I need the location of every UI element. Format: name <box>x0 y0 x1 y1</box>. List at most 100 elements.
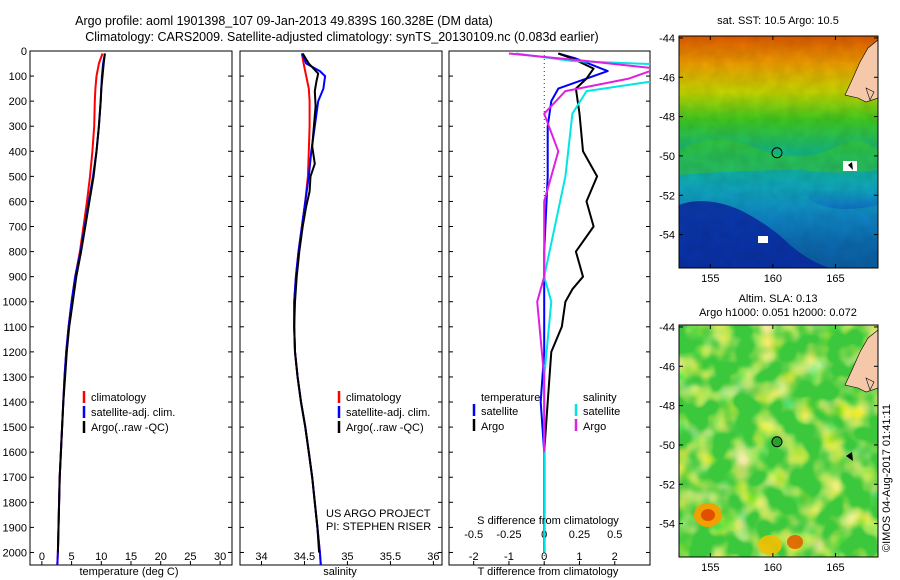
salinity-panel: 34 34.5 35 35.5 36 salinity climatology satel… <box>239 50 443 578</box>
depth-tick-label: 1100 <box>3 322 27 334</box>
x-tick-label: 20 <box>155 551 167 563</box>
x-tick-label: 34.5 <box>294 551 315 563</box>
legend-label: climatology <box>91 392 147 404</box>
s-diff-tick-label: 0.25 <box>569 529 590 541</box>
sst-map-frame <box>678 35 879 269</box>
map-y-tick-label: -48 <box>659 401 675 413</box>
depth-tick-label: 300 <box>9 121 27 133</box>
series-line-climatology <box>293 53 322 565</box>
difference-legend: temperature salinity satellite Argo sate… <box>472 392 620 433</box>
salinity-x-ticks: 34 34.5 35 35.5 36 <box>240 50 442 565</box>
temperature-x-label: temperature (deg C) <box>79 566 178 578</box>
legend-label-s-satellite: satellite <box>583 406 620 418</box>
salinity-plot-frame <box>239 50 443 566</box>
project-annotation: US ARGO PROJECT <box>326 508 431 520</box>
map-x-tick-label: 160 <box>764 273 782 285</box>
legend-label-t-argo: Argo <box>481 421 504 433</box>
sla-map-ticks: 155 160 165 -44 -46 -48 -50 -52 -54 <box>659 322 878 574</box>
sst-heatmap <box>679 36 878 268</box>
map-y-tick-label: -44 <box>659 33 675 45</box>
depth-tick-label: 500 <box>9 171 27 183</box>
x-tick-label: 35 <box>341 551 353 563</box>
depth-tick-label: 1900 <box>3 522 27 534</box>
sst-profile-marker <box>771 147 783 159</box>
x-tick-label: 0 <box>541 551 547 563</box>
legend-label: Argo(..raw -QC) <box>91 422 169 434</box>
salinity-x-label: salinity <box>323 566 357 578</box>
map-y-tick-label: -46 <box>659 361 675 373</box>
s-difference-label: S difference from climatology <box>477 515 619 527</box>
series-line-t-argo <box>543 52 599 553</box>
series-line-s-satellite <box>515 52 650 553</box>
sla-map-title: Altim. SLA: 0.13 <box>739 293 818 305</box>
legend-label: satellite-adj. clim. <box>91 407 175 419</box>
t-difference-label: T difference from climatology <box>478 566 619 578</box>
depth-tick-label: 600 <box>9 196 27 208</box>
map-x-tick-label: 155 <box>701 562 719 574</box>
series-line-s-argo <box>508 52 650 453</box>
x-tick-label: 0 <box>39 551 45 563</box>
temperature-panel: 0100200300400500600700800900100011001200… <box>3 46 233 578</box>
x-tick-label: 10 <box>95 551 107 563</box>
x-tick-label: 36 <box>427 551 439 563</box>
map-y-tick-label: -54 <box>659 519 675 531</box>
map-y-tick-label: -54 <box>659 230 675 242</box>
x-tick-label: -2 <box>469 551 479 563</box>
map-y-tick-label: -44 <box>659 322 675 334</box>
sla-map-panel: Altim. SLA: 0.13 Argo h1000: 0.051 h2000… <box>659 293 879 574</box>
s-diff-tick-label: 0.5 <box>607 529 622 541</box>
map-x-tick-label: 165 <box>826 562 844 574</box>
difference-plot-frame <box>448 50 651 566</box>
depth-tick-label: 1400 <box>3 397 27 409</box>
map-y-tick-label: -52 <box>659 479 675 491</box>
depth-tick-label: 1500 <box>3 422 27 434</box>
depth-tick-label: 0 <box>21 46 27 58</box>
map-y-tick-label: -48 <box>659 112 675 124</box>
map-y-tick-label: -52 <box>659 190 675 202</box>
difference-series <box>508 52 650 553</box>
depth-tick-label: 1000 <box>3 297 27 309</box>
depth-tick-label: 1700 <box>3 472 27 484</box>
series-line-argo-raw-qc <box>56 53 106 553</box>
map-y-tick-label: -46 <box>659 72 675 84</box>
sst-map-panel: sat. SST: 10.5 Argo: 10.5 155 160 165 -44 -4… <box>659 15 879 285</box>
x-tick-label: 30 <box>214 551 226 563</box>
map-y-tick-label: -50 <box>659 151 675 163</box>
depth-tick-label: 1300 <box>3 372 27 384</box>
pi-annotation: PI: STEPHEN RISER <box>326 521 431 533</box>
legend-label: climatology <box>346 392 402 404</box>
header-line-2: Climatology: CARS2009. Satellite-adjuste… <box>85 30 598 44</box>
depth-tick-labels: 0 100 200 300 400 500 600 700 800 900 1000 1100 1200… <box>3 46 27 559</box>
map-x-tick-label: 160 <box>764 562 782 574</box>
depth-tick-label: 900 <box>9 272 27 284</box>
x-tick-label: 34 <box>255 551 267 563</box>
x-tick-label: 35.5 <box>380 551 401 563</box>
map-y-tick-label: -50 <box>659 440 675 452</box>
series-line-argo-raw-qc <box>293 52 321 553</box>
depth-tick-label: 1200 <box>3 347 27 359</box>
legend-label-t-satellite: satellite <box>481 406 518 418</box>
sla-map-frame <box>678 324 879 558</box>
temperature-x-ticks: 0 5 10 15 20 25 30 <box>30 50 232 565</box>
depth-tick-label: 2000 <box>3 547 27 559</box>
salinity-series <box>293 52 327 565</box>
legend-title-temperature: temperature <box>481 392 540 404</box>
x-tick-label: 1 <box>576 551 582 563</box>
legend-label: satellite-adj. clim. <box>346 407 430 419</box>
s-diff-tick-label: -0.5 <box>464 529 483 541</box>
imos-watermark: ©IMOS 04-Aug-2017 01:41:11 <box>881 404 893 552</box>
depth-tick-label: 100 <box>9 71 27 83</box>
depth-tick-label: 1600 <box>3 447 27 459</box>
x-tick-label: 5 <box>69 551 75 563</box>
legend-title-salinity: salinity <box>583 392 617 404</box>
temperature-legend: climatology satellite-adj. clim. Argo(..ra… <box>82 391 175 434</box>
map-x-tick-label: 155 <box>701 273 719 285</box>
map-x-tick-label: 165 <box>826 273 844 285</box>
series-line-t-satellite <box>539 52 609 553</box>
temperature-series <box>56 53 106 565</box>
sla-profile-marker <box>771 436 783 448</box>
depth-tick-label: 700 <box>9 222 27 234</box>
sst-map-title: sat. SST: 10.5 Argo: 10.5 <box>717 15 839 27</box>
